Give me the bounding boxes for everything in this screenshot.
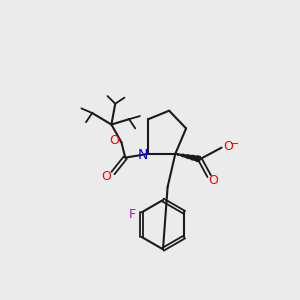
Text: O: O — [110, 134, 119, 147]
Polygon shape — [175, 154, 200, 162]
Text: O: O — [101, 170, 111, 183]
Text: −: − — [230, 139, 239, 149]
Text: F: F — [129, 208, 136, 221]
Text: N: N — [138, 148, 148, 162]
Text: O: O — [224, 140, 233, 153]
Text: O: O — [208, 174, 218, 187]
